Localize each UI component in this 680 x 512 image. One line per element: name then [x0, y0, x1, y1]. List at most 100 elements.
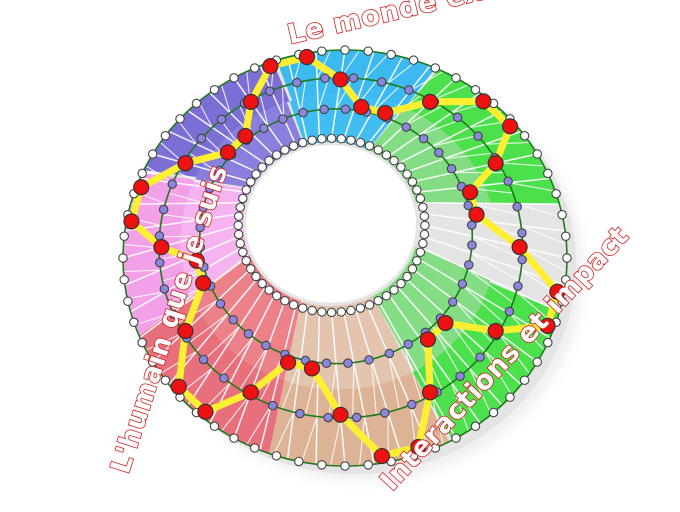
- boundary-node[interactable]: [251, 169, 261, 179]
- boundary-node[interactable]: [317, 307, 327, 317]
- highlighted-node[interactable]: [410, 438, 427, 456]
- highlighted-node[interactable]: [195, 275, 212, 292]
- highlighted-node[interactable]: [549, 283, 566, 300]
- interior-node[interactable]: [467, 240, 477, 250]
- boundary-node[interactable]: [420, 220, 430, 231]
- boundary-node[interactable]: [137, 168, 147, 179]
- highlighted-node[interactable]: [539, 317, 556, 334]
- highlighted-node[interactable]: [303, 360, 321, 377]
- interior-node[interactable]: [198, 354, 209, 365]
- boundary-node[interactable]: [346, 135, 356, 145]
- boundary-node[interactable]: [245, 177, 256, 187]
- boundary-node[interactable]: [402, 271, 412, 282]
- interior-node[interactable]: [319, 104, 329, 115]
- boundary-node[interactable]: [317, 460, 327, 470]
- interior-node[interactable]: [503, 176, 513, 187]
- boundary-node[interactable]: [389, 285, 399, 295]
- interior-node[interactable]: [376, 77, 387, 87]
- interior-node[interactable]: [219, 373, 229, 383]
- boundary-node[interactable]: [238, 247, 248, 258]
- boundary-node[interactable]: [317, 46, 327, 56]
- boundary-node[interactable]: [402, 169, 412, 179]
- interior-node[interactable]: [323, 412, 333, 423]
- boundary-node[interactable]: [129, 317, 139, 328]
- boundary-node[interactable]: [294, 456, 304, 467]
- highlighted-node[interactable]: [511, 239, 528, 256]
- boundary-node[interactable]: [407, 177, 418, 187]
- boundary-node[interactable]: [407, 264, 418, 274]
- highlighted-node[interactable]: [501, 118, 519, 135]
- highlighted-node[interactable]: [487, 322, 504, 340]
- highlighted-node[interactable]: [219, 144, 236, 161]
- boundary-node[interactable]: [326, 307, 337, 318]
- interior-node[interactable]: [512, 201, 522, 212]
- interior-node[interactable]: [320, 73, 330, 83]
- boundary-node[interactable]: [233, 211, 244, 222]
- boundary-node[interactable]: [408, 55, 419, 65]
- interior-node[interactable]: [196, 133, 207, 144]
- interior-node[interactable]: [403, 339, 413, 349]
- boundary-node[interactable]: [257, 278, 267, 289]
- boundary-node[interactable]: [355, 303, 366, 313]
- boundary-node[interactable]: [418, 238, 428, 249]
- boundary-node[interactable]: [249, 443, 260, 453]
- interior-node[interactable]: [215, 298, 226, 309]
- highlighted-node[interactable]: [377, 104, 394, 122]
- interior-node[interactable]: [278, 114, 288, 124]
- boundary-node[interactable]: [551, 188, 561, 199]
- boundary-node[interactable]: [363, 46, 373, 56]
- boundary-node[interactable]: [562, 253, 572, 263]
- highlighted-node[interactable]: [279, 354, 297, 371]
- highlighted-node[interactable]: [242, 93, 260, 111]
- interior-node[interactable]: [475, 352, 485, 362]
- interior-node[interactable]: [517, 228, 527, 238]
- interior-node[interactable]: [434, 147, 444, 158]
- boundary-node[interactable]: [451, 433, 461, 443]
- boundary-node[interactable]: [505, 392, 515, 402]
- boundary-node[interactable]: [209, 421, 220, 432]
- highlighted-node[interactable]: [419, 331, 437, 348]
- boundary-node[interactable]: [355, 137, 366, 148]
- highlighted-node[interactable]: [461, 184, 479, 201]
- boundary-node[interactable]: [297, 303, 308, 313]
- highlighted-node[interactable]: [123, 213, 140, 230]
- interior-node[interactable]: [517, 254, 527, 265]
- boundary-node[interactable]: [336, 307, 347, 317]
- interior-node[interactable]: [265, 86, 275, 96]
- highlighted-node[interactable]: [437, 314, 454, 332]
- boundary-node[interactable]: [238, 193, 248, 204]
- boundary-node[interactable]: [264, 285, 274, 295]
- interior-node[interactable]: [407, 399, 417, 410]
- boundary-node[interactable]: [288, 141, 299, 151]
- boundary-node[interactable]: [175, 114, 185, 124]
- boundary-node[interactable]: [364, 300, 375, 310]
- boundary-node[interactable]: [346, 305, 356, 316]
- interior-node[interactable]: [473, 131, 483, 141]
- interior-node[interactable]: [216, 114, 227, 125]
- boundary-node[interactable]: [160, 375, 171, 386]
- highlighted-node[interactable]: [353, 98, 370, 116]
- interior-node[interactable]: [195, 242, 206, 253]
- boundary-node[interactable]: [561, 231, 571, 242]
- interior-node[interactable]: [154, 257, 165, 268]
- interior-node[interactable]: [446, 163, 457, 174]
- interior-node[interactable]: [167, 179, 177, 189]
- interior-node[interactable]: [401, 122, 411, 132]
- boundary-node[interactable]: [519, 375, 530, 386]
- boundary-node[interactable]: [488, 407, 499, 418]
- interior-node[interactable]: [228, 315, 238, 325]
- interior-node[interactable]: [195, 222, 205, 233]
- boundary-node[interactable]: [412, 256, 422, 266]
- boundary-node[interactable]: [396, 278, 406, 289]
- highlighted-node[interactable]: [421, 93, 439, 111]
- boundary-node[interactable]: [386, 49, 396, 60]
- highlighted-node[interactable]: [468, 206, 485, 223]
- boundary-node[interactable]: [389, 155, 399, 166]
- boundary-node[interactable]: [373, 145, 383, 155]
- boundary-node[interactable]: [430, 443, 441, 453]
- boundary-node[interactable]: [307, 135, 317, 145]
- interior-node[interactable]: [214, 165, 225, 176]
- boundary-node[interactable]: [519, 130, 530, 141]
- boundary-node[interactable]: [233, 220, 243, 231]
- boundary-node[interactable]: [326, 133, 337, 144]
